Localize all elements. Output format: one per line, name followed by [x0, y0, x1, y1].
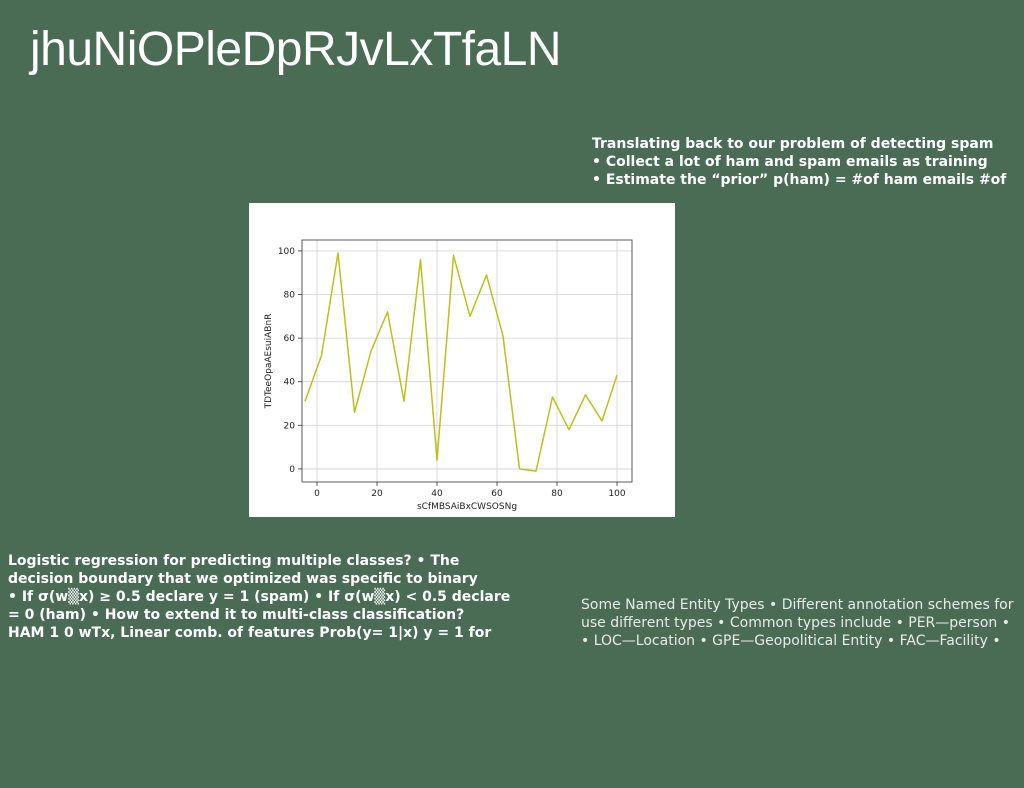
text-line: Some Named Entity Types • Different anno… — [581, 597, 1014, 613]
x-tick-label: 100 — [608, 489, 625, 499]
text-line: • If σ(w▒x) ≥ 0.5 declare y = 1 (spam) •… — [8, 589, 511, 605]
text-line: HAM 1 0 wTx, Linear comb. of features Pr… — [8, 625, 492, 641]
x-tick-label: 20 — [371, 489, 383, 499]
x-tick-label: 40 — [431, 489, 443, 499]
y-tick-label: 40 — [284, 378, 296, 388]
text-line: decision boundary that we optimized was … — [8, 571, 478, 587]
x-tick-label: 60 — [491, 489, 503, 499]
series-line — [304, 252, 618, 472]
y-tick-label: 100 — [278, 247, 295, 257]
y-tick-label: 80 — [284, 291, 296, 301]
chart-svg: 0 20 40 60 80 100 0 20 40 60 80 100 sCfMBSAiBxCWSOSN… — [264, 239, 633, 512]
named-entity-text: Some Named Entity Types • Different anno… — [581, 596, 1013, 650]
spam-detection-text: Translating back to our problem of detec… — [592, 135, 1006, 189]
y-tick-label: 20 — [284, 421, 296, 431]
text-line: use different types • Common types inclu… — [581, 615, 1010, 631]
text-line: • Estimate the “prior” p(ham) = #of ham … — [592, 172, 1007, 188]
line-chart: 0 20 40 60 80 100 0 20 40 60 80 100 sCfMBSAiBxCWSOSN… — [249, 203, 675, 517]
y-axis-label: TDTeeOpaAEsuiABnR — [264, 314, 274, 410]
plot-frame — [301, 239, 633, 483]
x-axis-label: sCfMBSAiBxCWSOSNg — [417, 502, 517, 512]
text-line: • Collect a lot of ham and spam emails a… — [592, 154, 988, 170]
y-tick-label: 0 — [289, 465, 295, 475]
logistic-regression-text: Logistic regression for predicting multi… — [8, 552, 510, 642]
slide-title: jhuNiOPleDpRJvLxTfaLN — [30, 23, 562, 76]
text-line: = 0 (ham) • How to extend it to multi-cl… — [8, 607, 465, 623]
text-line: • LOC—Location • GPE—Geopolitical Entity… — [581, 633, 1001, 649]
x-tick-label: 0 — [314, 489, 320, 499]
text-line: Translating back to our problem of detec… — [592, 136, 994, 152]
text-line: Logistic regression for predicting multi… — [8, 553, 460, 569]
x-tick-label: 80 — [551, 489, 563, 499]
y-tick-label: 60 — [284, 334, 296, 344]
